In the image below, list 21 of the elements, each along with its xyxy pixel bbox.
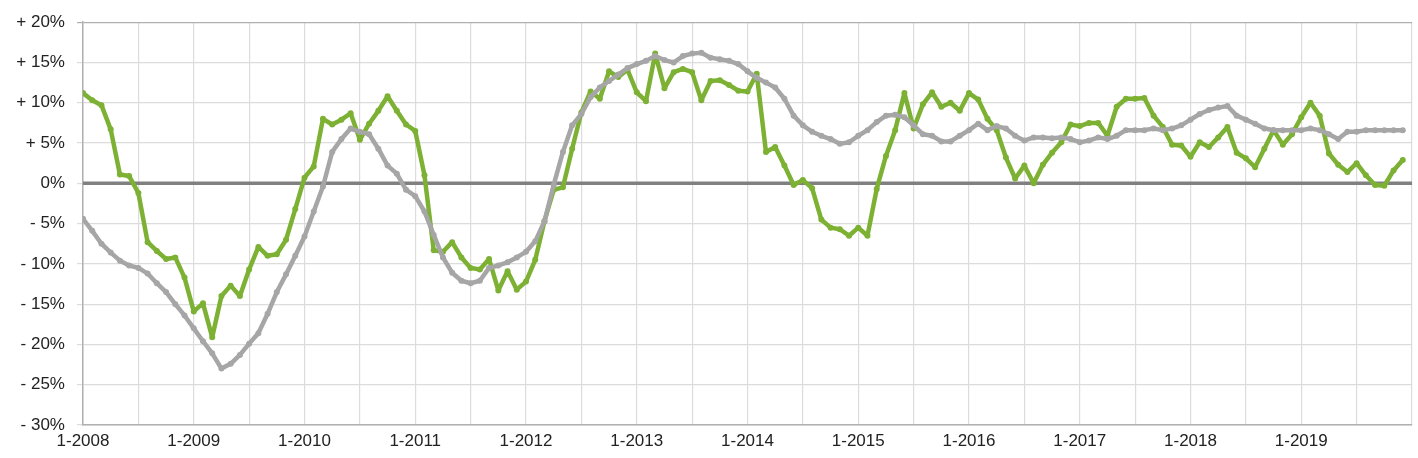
y-tick-label: 0% — [40, 173, 65, 193]
x-tick-label: 1-2012 — [499, 430, 553, 450]
x-tick-label: 1-2015 — [831, 430, 885, 450]
x-tick-label: 1-2018 — [1164, 430, 1217, 450]
x-tick-label: 1-2016 — [942, 430, 996, 450]
y-tick-label: + 5% — [25, 132, 65, 152]
x-tick-label: 1-2010 — [278, 430, 331, 450]
x-tick-label: 1-2013 — [610, 430, 664, 450]
x-tick-label: 1-2009 — [167, 430, 221, 450]
x-tick-label: 1-2019 — [1274, 430, 1328, 450]
y-tick-label: + 15% — [16, 52, 65, 72]
y-tick-label: - 20% — [20, 334, 65, 354]
y-tick-label: + 10% — [16, 92, 65, 112]
y-tick-label: - 15% — [20, 293, 65, 313]
x-tick-label: 1-2011 — [389, 430, 442, 450]
x-tick-label: 1-2017 — [1053, 430, 1107, 450]
x-tick-label: 1-2014 — [721, 430, 774, 450]
y-tick-label: - 5% — [30, 213, 65, 233]
y-tick-label: - 25% — [20, 374, 65, 394]
y-tick-label: - 10% — [20, 253, 65, 273]
y-tick-label: + 20% — [16, 11, 65, 31]
